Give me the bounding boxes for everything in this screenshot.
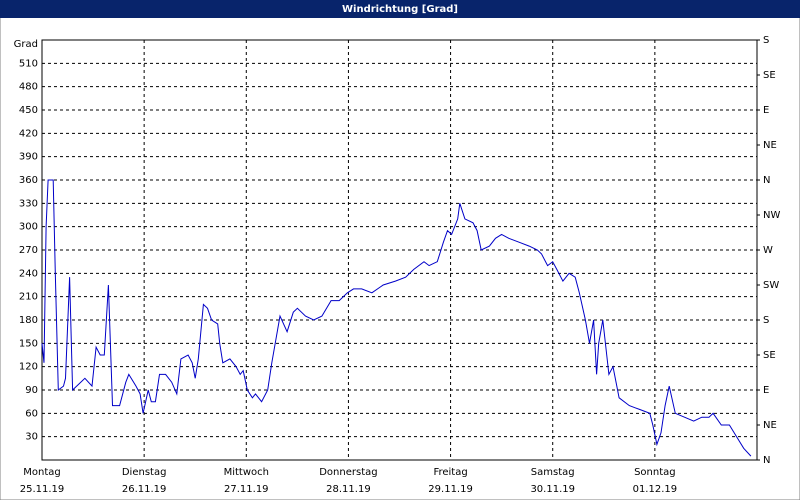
chart-title: Windrichtung [Grad]: [342, 4, 458, 15]
y2-tick-label: NE: [763, 420, 777, 431]
y-tick-label: 120: [19, 362, 38, 373]
y2-tick-label: SW: [763, 280, 779, 291]
x-tick-label: Donnerstag: [319, 467, 377, 478]
y2-tick-label: S: [763, 35, 769, 46]
x-tick-label: 29.11.19: [428, 484, 473, 495]
y-tick-label: 300: [19, 222, 38, 233]
y2-tick-label: E: [763, 385, 769, 396]
x-tick-label: Freitag: [433, 467, 467, 478]
y2-tick-label: SE: [763, 70, 776, 81]
title-bar: [0, 0, 800, 18]
y2-tick-label: W: [763, 245, 773, 256]
y-tick-label: 480: [19, 82, 38, 93]
x-tick-label: Dienstag: [122, 467, 167, 478]
x-tick-label: Sonntag: [634, 467, 676, 478]
y-tick-label: 150: [19, 338, 38, 349]
y-tick-label: 360: [19, 175, 38, 186]
y-tick-label: 60: [25, 408, 38, 419]
y-tick-label: 270: [19, 245, 38, 256]
x-tick-label: 25.11.19: [20, 484, 65, 495]
line-series: [41, 179, 752, 457]
y-tick-label: 450: [19, 105, 38, 116]
y-tick-label: 180: [19, 315, 38, 326]
y2-tick-label: E: [763, 105, 769, 116]
y-tick-label: 390: [19, 152, 38, 163]
y2-tick-label: N: [763, 455, 770, 466]
y-tick-label: 30: [25, 432, 38, 443]
y2-tick-label: NW: [763, 210, 780, 221]
x-tick-label: Samstag: [531, 467, 575, 478]
y-tick-label: 210: [19, 292, 38, 303]
plot-frame: [41, 39, 758, 461]
y-tick-label: 90: [25, 385, 38, 396]
x-tick-label: 01.12.19: [633, 484, 678, 495]
x-tick-label: 26.11.19: [122, 484, 167, 495]
x-tick-label: Mittwoch: [224, 467, 269, 478]
y2-tick-label: S: [763, 315, 769, 326]
y-tick-label: 510: [19, 58, 38, 69]
y-axis-label: Grad: [14, 39, 38, 50]
y2-tick-label: N: [763, 175, 770, 186]
x-tick-label: Montag: [23, 467, 60, 478]
y-tick-label: 240: [19, 268, 38, 279]
y2-tick-label: NE: [763, 140, 777, 151]
y-tick-label: 420: [19, 128, 38, 139]
y-tick-label: 330: [19, 198, 38, 209]
y2-tick-label: SE: [763, 350, 776, 361]
x-tick-label: 27.11.19: [224, 484, 269, 495]
x-tick-label: 28.11.19: [326, 484, 371, 495]
x-tick-label: 30.11.19: [530, 484, 575, 495]
